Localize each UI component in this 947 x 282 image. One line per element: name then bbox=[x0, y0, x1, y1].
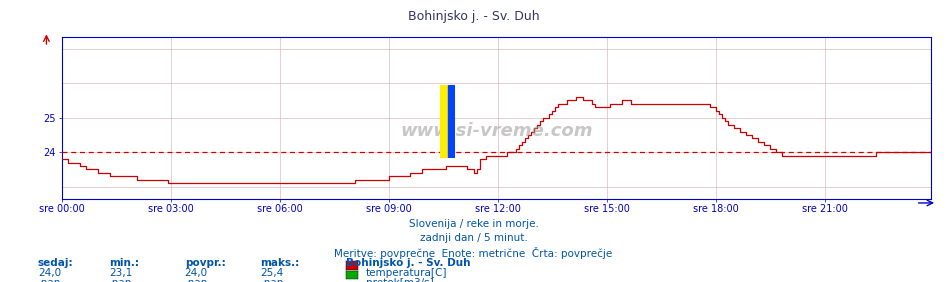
Text: sedaj:: sedaj: bbox=[38, 258, 74, 268]
Text: -nan: -nan bbox=[109, 278, 133, 282]
Text: min.:: min.: bbox=[109, 258, 139, 268]
Text: -nan: -nan bbox=[38, 278, 62, 282]
Text: povpr.:: povpr.: bbox=[185, 258, 225, 268]
Text: Slovenija / reke in morje.: Slovenija / reke in morje. bbox=[408, 219, 539, 228]
Text: 25,4: 25,4 bbox=[260, 268, 284, 278]
Text: maks.:: maks.: bbox=[260, 258, 299, 268]
Text: 23,1: 23,1 bbox=[109, 268, 133, 278]
Text: Meritve: povprečne  Enote: metrične  Črta: povprečje: Meritve: povprečne Enote: metrične Črta:… bbox=[334, 247, 613, 259]
Text: -nan: -nan bbox=[260, 278, 284, 282]
Text: pretok[m3/s]: pretok[m3/s] bbox=[366, 278, 434, 282]
Text: Bohinjsko j. - Sv. Duh: Bohinjsko j. - Sv. Duh bbox=[408, 10, 539, 23]
Text: Bohinjsko j. - Sv. Duh: Bohinjsko j. - Sv. Duh bbox=[346, 258, 470, 268]
Text: -nan: -nan bbox=[185, 278, 208, 282]
Text: 24,0: 24,0 bbox=[38, 268, 61, 278]
Text: www.si-vreme.com: www.si-vreme.com bbox=[400, 122, 593, 140]
Text: temperatura[C]: temperatura[C] bbox=[366, 268, 447, 278]
Text: zadnji dan / 5 minut.: zadnji dan / 5 minut. bbox=[420, 233, 527, 243]
Text: 24,0: 24,0 bbox=[185, 268, 207, 278]
